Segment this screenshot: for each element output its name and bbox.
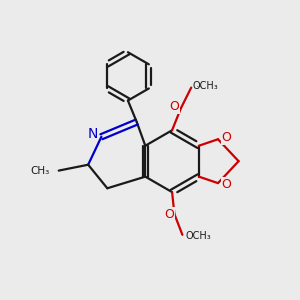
Text: CH₃: CH₃	[30, 166, 49, 176]
Text: O: O	[164, 208, 174, 221]
Text: O: O	[221, 178, 231, 191]
Text: OCH₃: OCH₃	[193, 81, 218, 91]
Text: OCH₃: OCH₃	[185, 231, 211, 241]
Text: O: O	[221, 131, 231, 144]
Text: O: O	[169, 100, 179, 113]
Text: methoxy: methoxy	[197, 85, 203, 87]
Text: N: N	[88, 128, 98, 141]
